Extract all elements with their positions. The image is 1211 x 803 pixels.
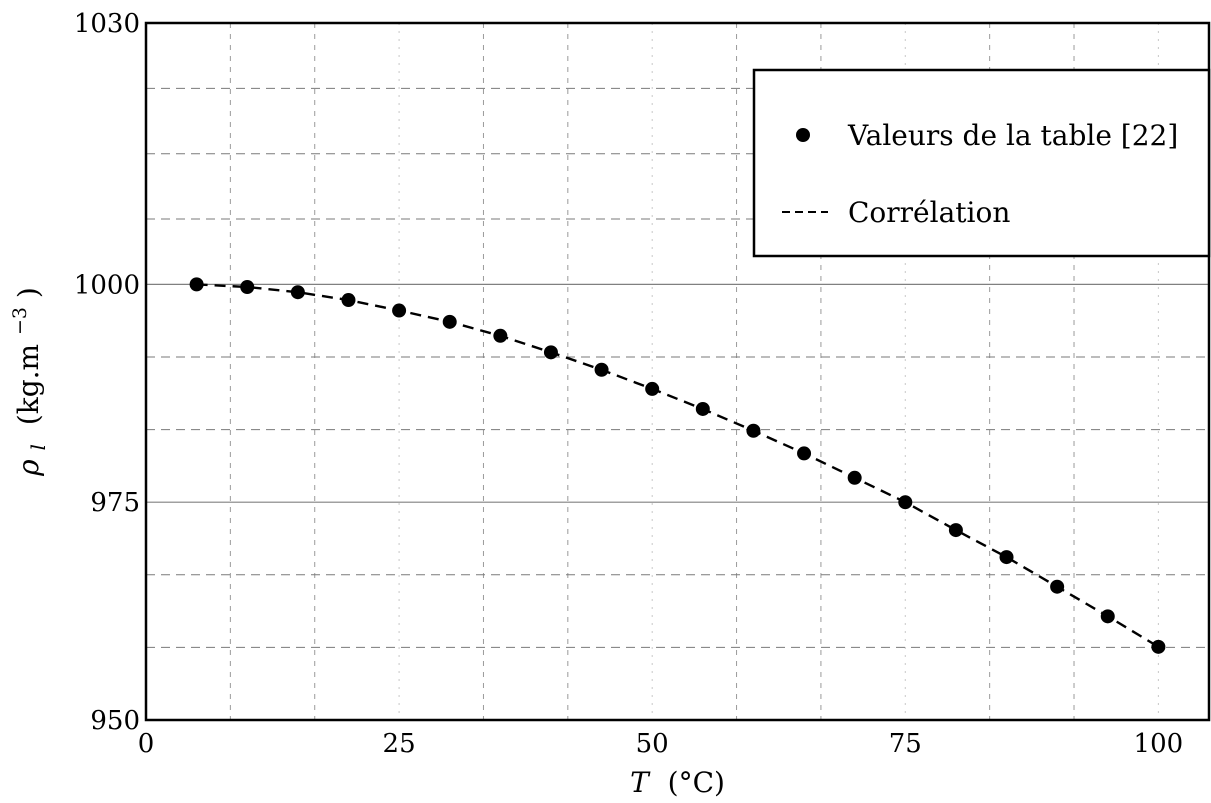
plot-frame	[144, 21, 1211, 722]
x-axis-symbol: T	[630, 766, 651, 799]
legend-box	[752, 68, 1211, 258]
data-point	[442, 314, 457, 329]
data-point	[290, 285, 305, 300]
data-point	[392, 303, 407, 318]
data-point	[1151, 639, 1166, 654]
data-point	[999, 550, 1014, 565]
data-point	[797, 446, 812, 461]
y-tick-label: 950	[90, 706, 140, 736]
data-point	[493, 328, 508, 343]
legend: Valeurs de la table [22] Corrélation	[752, 68, 1211, 258]
data-point	[695, 401, 710, 416]
y-axis-symbol: ρ	[12, 459, 45, 477]
y-axis-label: ρ l (kg.m −3 )	[0, 287, 52, 477]
legend-label-correlation: Corrélation	[848, 196, 1010, 229]
data-point	[341, 293, 356, 308]
y-tick-label: 975	[90, 488, 140, 518]
x-tick-label: 100	[1134, 729, 1184, 759]
data-point	[645, 381, 660, 396]
x-axis-unit: (°C)	[668, 766, 725, 799]
y-tick-label: 1030	[74, 9, 140, 39]
data-point	[543, 345, 558, 360]
x-tick-label: 0	[138, 729, 155, 759]
correlation-line	[196, 283, 1160, 648]
y-tick-label: 1000	[74, 270, 140, 300]
y-axis-subscript: l	[26, 444, 50, 450]
data-point	[594, 362, 609, 377]
x-tick-label: 75	[889, 729, 922, 759]
data-point	[847, 470, 862, 485]
legend-marker-icon	[796, 128, 810, 142]
y-axis-unit: (kg.m	[12, 344, 45, 425]
legend-label-values: Valeurs de la table [22]	[847, 119, 1178, 152]
x-axis-label: T (°C)	[630, 766, 725, 799]
tick-labels: 0 25 50 75 100 950 975 1000 1030	[74, 9, 1183, 759]
x-tick-label: 25	[383, 729, 416, 759]
x-tick-label: 50	[636, 729, 669, 759]
plot-series	[189, 277, 1166, 654]
y-axis-exponent: −3	[9, 307, 31, 335]
y-axis-close: )	[12, 287, 45, 298]
data-point	[240, 279, 255, 294]
data-point	[948, 523, 963, 538]
data-point	[1100, 609, 1115, 624]
data-point	[1050, 579, 1065, 594]
data-point	[189, 277, 204, 292]
data-point	[746, 423, 761, 438]
data-point	[898, 495, 913, 510]
